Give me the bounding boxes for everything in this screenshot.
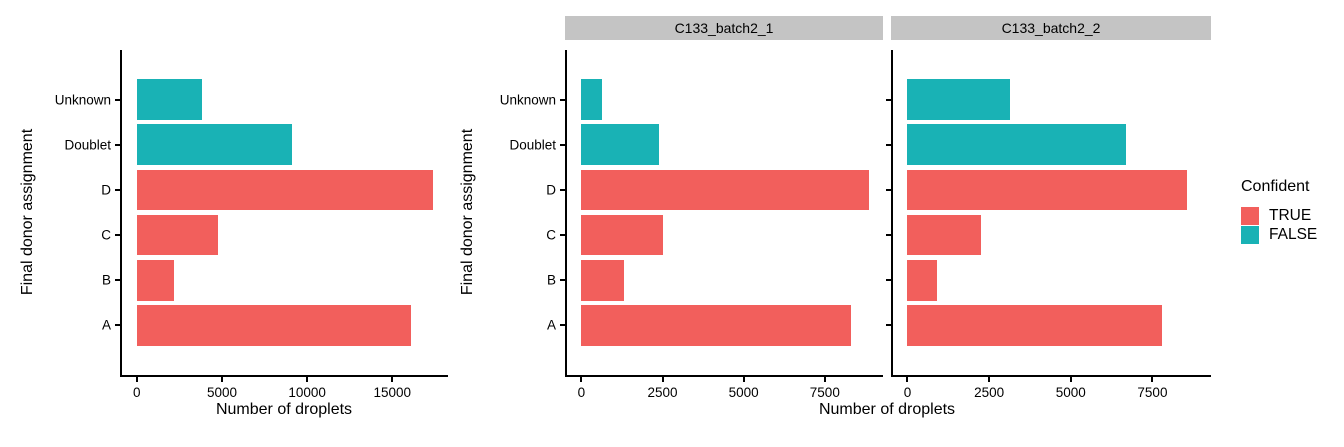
y-tick-label-d: D	[101, 182, 111, 198]
legend-label-false: FALSE	[1269, 226, 1318, 243]
y-tick-d	[560, 188, 565, 191]
x-tick-label-5000: 5000	[206, 385, 237, 400]
x-tick-5000	[220, 377, 223, 382]
x-tick-label-7500: 7500	[809, 385, 840, 400]
bar-unknown	[136, 79, 202, 120]
x-tick-label-15000: 15000	[373, 385, 412, 400]
y-tick-a	[115, 324, 120, 327]
x-tick-15000	[391, 377, 394, 382]
y-tick-label-d: D	[546, 182, 556, 198]
bar-b	[581, 259, 624, 301]
x-tick-label-10000: 10000	[288, 385, 326, 400]
x-tick-5000	[742, 377, 745, 382]
y-tick-d	[886, 188, 891, 191]
y-tick-label-a: A	[546, 317, 556, 333]
y-tick-label-doublet: Doublet	[509, 137, 556, 153]
x-tick-2500	[661, 377, 664, 382]
legend-title: Confident	[1241, 178, 1310, 195]
bar-c	[581, 214, 663, 256]
y-tick-b	[115, 279, 120, 282]
y-tick-label-b: B	[546, 272, 556, 288]
y-tick-b	[560, 279, 565, 282]
y-tick-d	[115, 188, 120, 191]
x-tick-0	[135, 377, 138, 382]
facet-strip-batch2-1: C133_batch2_1	[565, 16, 883, 40]
legend-entry-true: TRUE	[1241, 207, 1317, 225]
bar-doublet	[907, 124, 1127, 166]
facet-strip-label: C133_batch2_2	[1001, 20, 1101, 36]
x-tick-label-2500: 2500	[974, 385, 1005, 400]
legend: Confident TRUE FALSE	[1241, 178, 1317, 245]
left-x-axis-title: Number of droplets	[215, 401, 353, 418]
y-tick-unknown	[560, 98, 565, 101]
y-tick-label-doublet: Doublet	[64, 137, 111, 153]
x-tick-2500	[988, 377, 991, 382]
bar-a	[136, 305, 412, 346]
x-tick-7500	[823, 377, 826, 382]
bar-c	[136, 214, 218, 256]
facet-panel-batch2-2: C133_batch2_2 0 2500 5000 7500	[886, 16, 1211, 400]
x-tick-label-7500: 7500	[1137, 385, 1168, 400]
x-tick-label-0: 0	[133, 385, 141, 400]
legend-swatch-false-icon	[1241, 226, 1259, 244]
legend-entry-false: FALSE	[1241, 226, 1317, 244]
y-tick-label-a: A	[101, 317, 111, 333]
y-tick-a	[886, 324, 891, 327]
y-tick-label-unknown: Unknown	[499, 92, 556, 108]
x-tick-label-0: 0	[577, 385, 586, 400]
bar-d	[581, 169, 869, 211]
y-tick-label-c: C	[101, 227, 111, 243]
y-tick-c	[560, 234, 565, 237]
y-tick-label-unknown: Unknown	[54, 92, 111, 108]
y-tick-unknown	[115, 98, 120, 101]
y-tick-b	[886, 279, 891, 282]
legend-swatch-true-icon	[1241, 207, 1259, 225]
y-tick-c	[115, 234, 120, 237]
facet-y-axis-title: Final donor assignment	[459, 128, 476, 296]
y-tick-label-c: C	[546, 227, 556, 243]
x-tick-label-0: 0	[903, 385, 912, 400]
y-tick-unknown	[886, 98, 891, 101]
bar-doublet	[581, 124, 660, 166]
x-tick-5000	[1069, 377, 1072, 382]
x-tick-10000	[306, 377, 309, 382]
left-y-axis-title: Final donor assignment	[19, 128, 36, 296]
bar-a	[907, 305, 1163, 346]
x-tick-label-2500: 2500	[647, 385, 678, 400]
bar-doublet	[136, 124, 292, 166]
bar-a	[581, 305, 851, 346]
y-tick-doublet	[560, 143, 565, 146]
x-tick-7500	[1151, 377, 1154, 382]
bar-d	[136, 169, 434, 211]
facet-strip-label: C133_batch2_1	[674, 20, 774, 36]
y-tick-label-b: B	[101, 272, 111, 288]
y-tick-a	[560, 324, 565, 327]
bar-unknown	[907, 79, 1011, 120]
legend-label-true: TRUE	[1269, 207, 1312, 224]
bar-c	[907, 214, 981, 256]
facet-strip-batch2-2: C133_batch2_2	[891, 16, 1211, 40]
x-tick-label-5000: 5000	[1055, 385, 1086, 400]
x-tick-0	[906, 377, 909, 382]
x-tick-label-5000: 5000	[728, 385, 759, 400]
y-tick-c	[886, 234, 891, 237]
bar-b	[907, 259, 937, 301]
bar-b	[136, 259, 175, 301]
y-tick-doublet	[886, 143, 891, 146]
x-tick-0	[580, 377, 583, 382]
bar-d	[907, 169, 1187, 211]
facet-panel-batch2-1: C133_batch2_1 Unknown Doublet D C B A 0 2500 500…	[500, 16, 883, 400]
bar-unknown	[581, 79, 603, 120]
y-tick-doublet	[115, 143, 120, 146]
left-chart-panel: Unknown Doublet D C B A 0 5000 10000 15000	[55, 50, 448, 400]
facet-x-axis-title: Number of droplets	[818, 401, 956, 418]
